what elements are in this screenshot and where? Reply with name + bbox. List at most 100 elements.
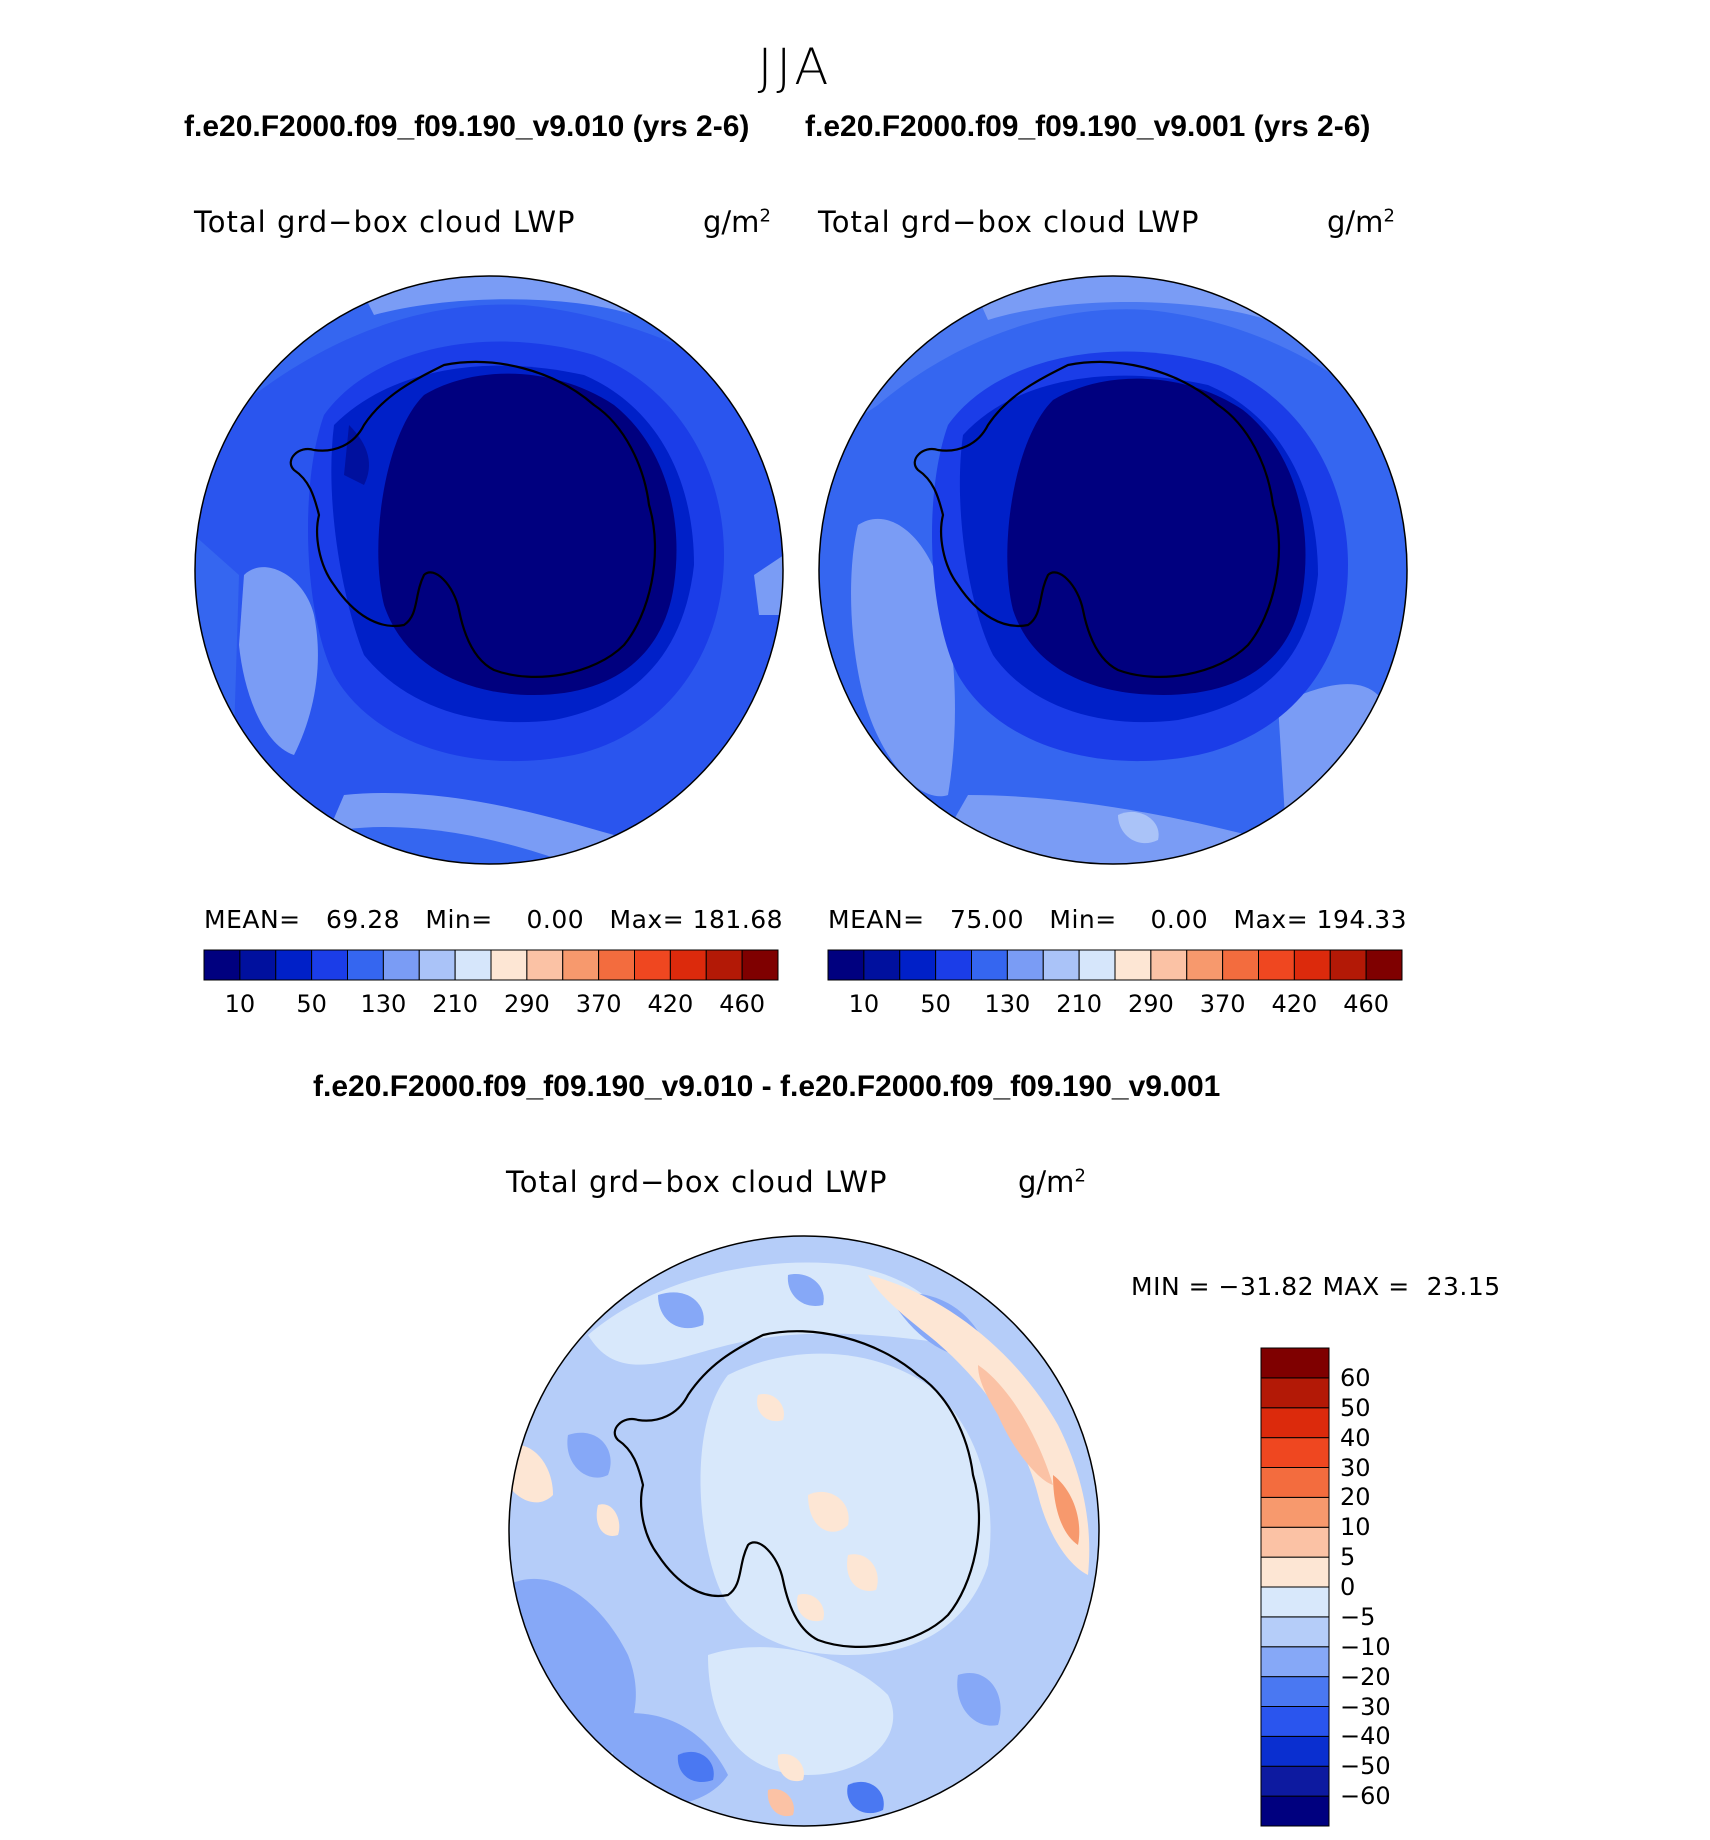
difference-colorbar-tick-label: −40	[1340, 1722, 1391, 1751]
difference-colorbar-tick-label: −50	[1340, 1752, 1391, 1781]
left-colorbar-swatch	[526, 949, 564, 981]
left-colorbar-tick-label: 460	[719, 990, 766, 1018]
left-colorbar-tick-label: 210	[432, 990, 479, 1018]
left-colorbar-swatch	[203, 949, 241, 981]
left-colorbar-tick-label: 10	[224, 990, 256, 1018]
difference-polar-map	[508, 1235, 1100, 1827]
difference-title: f.e20.F2000.f09_f09.190_v9.010 - f.e20.F…	[313, 1070, 1221, 1103]
difference-colorbar-tick-label: 20	[1340, 1483, 1371, 1512]
right-colorbar-swatch	[827, 949, 865, 981]
right-colorbar-swatch	[1006, 949, 1044, 981]
difference-colorbar-swatch	[1260, 1765, 1330, 1797]
right-colorbar-swatch	[1078, 949, 1116, 981]
left-colorbar-swatch	[239, 949, 277, 981]
difference-colorbar-swatch	[1260, 1676, 1330, 1707]
right-colorbar-swatch	[1293, 949, 1331, 981]
difference-colorbar-swatch	[1260, 1437, 1330, 1468]
right-colorbar-swatch	[1329, 949, 1367, 981]
left-colorbar-swatch	[454, 949, 492, 981]
right-colorbar	[827, 949, 1403, 981]
right-colorbar-swatch	[1258, 949, 1295, 981]
left-colorbar-swatch	[490, 949, 528, 981]
difference-colorbar-tick-label: 10	[1340, 1513, 1371, 1542]
left-colorbar-swatch	[418, 949, 456, 981]
difference-colorbar-swatch	[1260, 1795, 1330, 1827]
difference-colorbar-swatch	[1260, 1586, 1330, 1618]
diff-units-label: g/m2	[1018, 1165, 1086, 1199]
diff-stats: MIN = −31.82 MAX = 23.15	[1131, 1272, 1501, 1301]
season-title: JJA	[757, 38, 833, 96]
left-colorbar-swatch	[562, 949, 600, 981]
difference-colorbar-swatch	[1260, 1347, 1330, 1379]
left-colorbar-tick-label: 50	[296, 990, 327, 1018]
right-colorbar-tick-label: 460	[1343, 990, 1390, 1018]
left-colorbar-swatch	[347, 949, 384, 981]
right-colorbar-swatch	[1365, 949, 1403, 981]
right-colorbar-swatch	[863, 949, 901, 981]
right-colorbar-swatch	[1186, 949, 1224, 981]
left-units-label: g/m2	[703, 205, 771, 239]
left-colorbar-swatch	[311, 949, 348, 981]
right-stats: MEAN= 75.00 Min= 0.00 Max= 194.33	[828, 905, 1408, 934]
difference-colorbar-ticks: 60 50 40 30 20 10 5 0 −5 −10 −20 −30 −40 −50 −60	[1340, 1348, 1440, 1826]
right-polar-map	[818, 275, 1408, 865]
difference-colorbar-swatch	[1260, 1556, 1330, 1588]
difference-colorbar-swatch	[1260, 1496, 1330, 1528]
right-colorbar-swatch	[899, 949, 937, 981]
left-colorbar-tick-label: 370	[575, 990, 622, 1018]
difference-colorbar-tick-label: −60	[1340, 1782, 1391, 1811]
right-variable-label: Total grd−box cloud LWP	[818, 205, 1200, 239]
difference-colorbar-swatch	[1260, 1616, 1330, 1648]
left-stats: MEAN= 69.28 Min= 0.00 Max= 181.68	[204, 905, 784, 934]
difference-colorbar-tick-label: 5	[1340, 1543, 1356, 1572]
left-colorbar-swatch	[669, 949, 707, 981]
right-colorbar-swatch	[1150, 949, 1188, 981]
difference-colorbar-tick-label: 40	[1340, 1423, 1371, 1452]
difference-colorbar-tick-label: −10	[1340, 1632, 1391, 1661]
left-colorbar-swatch	[275, 949, 313, 981]
right-colorbar-tick-label: 50	[920, 990, 951, 1018]
right-colorbar-tick-label: 210	[1056, 990, 1103, 1018]
difference-colorbar-swatch	[1260, 1467, 1330, 1498]
difference-colorbar-swatch	[1260, 1526, 1330, 1558]
difference-colorbar-tick-label: 60	[1340, 1363, 1371, 1392]
difference-colorbar-tick-label: 0	[1340, 1573, 1356, 1601]
left-polar-map	[194, 275, 784, 865]
diff-variable-label: Total grd−box cloud LWP	[506, 1165, 888, 1199]
difference-colorbar	[1260, 1347, 1330, 1827]
left-colorbar-swatch	[598, 949, 635, 981]
left-colorbar-swatch	[705, 949, 743, 981]
difference-colorbar-tick-label: 50	[1340, 1393, 1371, 1422]
left-colorbar-tick-label: 130	[360, 990, 407, 1018]
right-colorbar-swatch	[1222, 949, 1259, 981]
right-colorbar-ticks: 10 50 130 210 290 370 420 460	[828, 990, 1402, 1020]
difference-colorbar-tick-label: 30	[1340, 1453, 1371, 1482]
left-variable-label: Total grd−box cloud LWP	[194, 205, 576, 239]
right-colorbar-tick-label: 420	[1271, 990, 1318, 1018]
left-colorbar-swatch	[634, 949, 671, 981]
right-colorbar-tick-label: 10	[848, 990, 880, 1018]
right-run-title: f.e20.F2000.f09_f09.190_v9.001 (yrs 2-6)	[805, 110, 1371, 143]
difference-colorbar-tick-label: −5	[1340, 1602, 1376, 1631]
difference-colorbar-swatch	[1260, 1706, 1330, 1737]
right-colorbar-swatch	[1114, 949, 1152, 981]
difference-colorbar-swatch	[1260, 1407, 1330, 1439]
right-colorbar-swatch	[971, 949, 1008, 981]
right-colorbar-tick-label: 290	[1127, 990, 1174, 1018]
difference-colorbar-swatch	[1260, 1735, 1330, 1767]
left-colorbar-swatch	[741, 949, 779, 981]
left-colorbar-ticks: 10 50 130 210 290 370 420 460	[204, 990, 778, 1020]
right-colorbar-tick-label: 130	[984, 990, 1031, 1018]
right-units-label: g/m2	[1327, 205, 1395, 239]
right-colorbar-swatch	[935, 949, 972, 981]
difference-colorbar-tick-label: −30	[1340, 1692, 1391, 1721]
left-colorbar	[203, 949, 779, 981]
left-colorbar-tick-label: 420	[647, 990, 694, 1018]
left-run-title: f.e20.F2000.f09_f09.190_v9.010 (yrs 2-6)	[184, 110, 750, 143]
difference-colorbar-tick-label: −20	[1340, 1662, 1391, 1691]
left-colorbar-tick-label: 290	[503, 990, 550, 1018]
right-colorbar-tick-label: 370	[1199, 990, 1246, 1018]
right-colorbar-swatch	[1042, 949, 1080, 981]
difference-colorbar-swatch	[1260, 1377, 1330, 1409]
difference-colorbar-swatch	[1260, 1646, 1330, 1678]
